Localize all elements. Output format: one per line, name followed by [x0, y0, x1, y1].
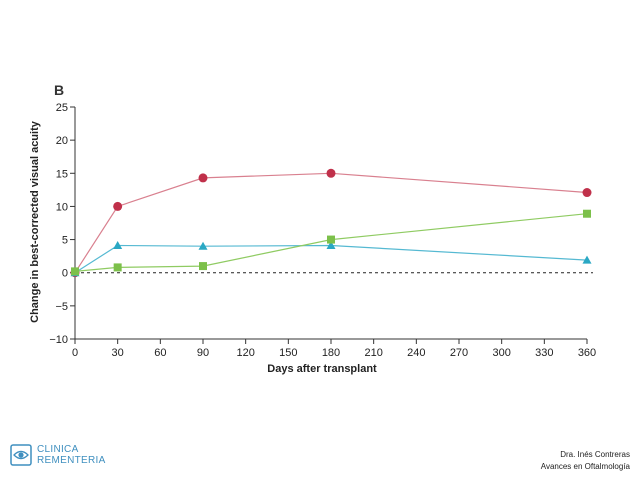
data-point-triangle	[326, 241, 336, 250]
y-axis-label: Change in best-corrected visual acuity	[29, 120, 41, 323]
y-tick-label: 25	[56, 102, 68, 114]
x-tick-label: 270	[450, 347, 468, 359]
y-tick-label: −5	[55, 301, 68, 313]
data-point-circle	[582, 188, 592, 198]
data-point-square	[113, 263, 122, 272]
y-tick-label: −10	[49, 334, 68, 346]
series-circle	[70, 168, 592, 278]
x-tick-label: 120	[236, 347, 254, 359]
logo-line-2: REMENTERIA	[37, 455, 106, 466]
data-point-square	[71, 267, 79, 276]
series-line	[74, 172, 588, 274]
presentation-subtitle: Avances en Oftalmología	[540, 462, 630, 471]
y-tick-label: 20	[56, 135, 68, 147]
x-tick-label: 60	[154, 347, 166, 359]
series-layer	[70, 168, 592, 278]
data-point-triangle	[198, 241, 208, 250]
data-point-triangle	[582, 255, 592, 264]
data-point-circle	[326, 168, 336, 178]
x-tick-label: 180	[322, 347, 340, 359]
y-tick-label: 10	[56, 201, 68, 213]
x-axis-label: Days after transplant	[267, 363, 377, 375]
x-tick-label: 90	[197, 347, 209, 359]
chart: B −10 −5 0 5 10 15 20 25 0 30 60 90 120 150 180 210 240 2…	[29, 82, 596, 375]
y-tick-label: 5	[62, 235, 68, 247]
x-tick-label: 240	[407, 347, 425, 359]
x-tick-label: 330	[535, 347, 553, 359]
x-tick-label: 30	[112, 347, 124, 359]
logo-line-1: CLINICA	[37, 444, 79, 455]
data-point-square	[327, 235, 335, 244]
data-point-circle	[113, 201, 123, 211]
y-tick-label: 0	[62, 268, 68, 280]
logo-text: CLINICA REMENTERIA	[37, 444, 106, 466]
x-tick-label: 360	[578, 347, 596, 359]
x-tick-label: 210	[364, 347, 382, 359]
series-line	[74, 244, 588, 274]
data-point-square	[583, 209, 591, 218]
panel-label: B	[54, 82, 64, 98]
data-point-square	[199, 262, 207, 271]
credit: Dra. Inés Contreras Avances en Oftalmolo…	[541, 449, 630, 473]
author-name: Dra. Inés Contreras	[560, 450, 630, 459]
data-point-triangle	[113, 241, 123, 250]
x-tick-label: 300	[492, 347, 510, 359]
series-triangle	[70, 241, 592, 277]
clinic-logo: CLINICA REMENTERIA	[10, 444, 106, 466]
axes: −10 −5 0 5 10 15 20 25 0 30 60 90 120 150 180 210 240 270…	[49, 102, 596, 359]
series-square	[71, 209, 591, 276]
y-tick-label: 15	[56, 168, 68, 180]
x-tick-label: 150	[279, 347, 297, 359]
data-point-circle	[198, 173, 208, 183]
x-tick-label: 0	[72, 347, 78, 359]
eye-logo-icon	[10, 444, 32, 466]
